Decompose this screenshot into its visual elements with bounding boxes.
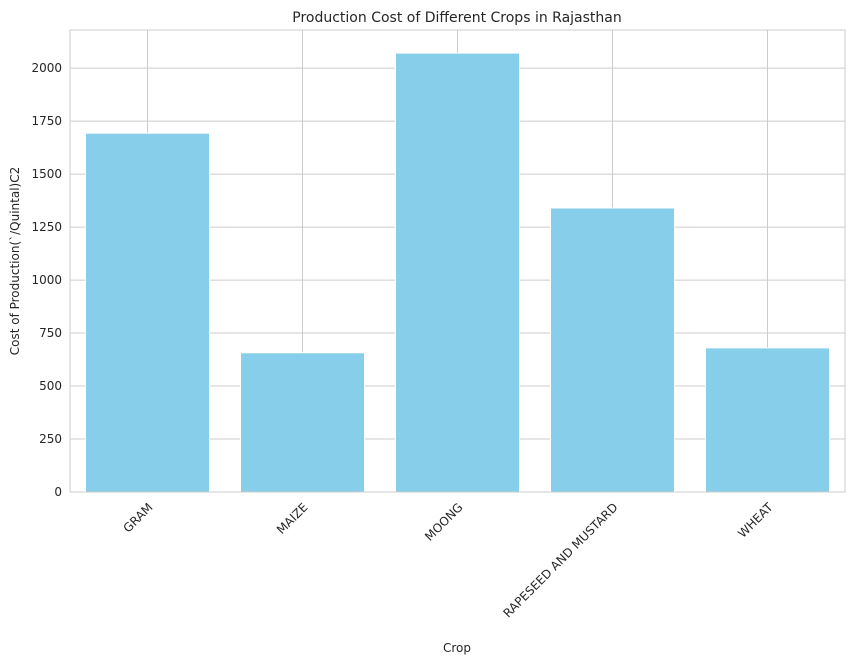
y-tick-label: 500 <box>39 379 62 393</box>
bars <box>85 52 830 493</box>
x-tick-label: GRAM <box>120 500 155 535</box>
bar-moong <box>395 52 520 493</box>
x-tick-label: MAIZE <box>274 500 311 537</box>
bar-wheat <box>705 347 830 493</box>
bar-gram <box>85 132 210 493</box>
x-axis-label: Crop <box>443 641 471 655</box>
y-tick-label: 1250 <box>31 220 62 234</box>
x-tick-labels: GRAM MAIZE MOONG RAPESEED AND MUSTARD WHEAT <box>120 500 776 621</box>
y-tick-label: 750 <box>39 326 62 340</box>
bar-maize <box>240 352 365 493</box>
y-tick-label: 1000 <box>31 273 62 287</box>
y-tick-label: 2000 <box>31 61 62 75</box>
y-tick-label: 1500 <box>31 167 62 181</box>
plot-frame <box>69 29 846 493</box>
y-tick-label: 1750 <box>31 114 62 128</box>
bar-rapeseed-and-mustard <box>550 207 675 493</box>
y-axis-label: Cost of Production(`/Quintal)C2 <box>8 167 22 356</box>
x-tick-label: WHEAT <box>735 500 776 541</box>
chart-title: Production Cost of Different Crops in Ra… <box>292 10 621 26</box>
y-tick-labels: 0 250 500 750 1000 1250 1500 1750 2000 <box>31 61 62 499</box>
x-tick-label: MOONG <box>422 500 466 544</box>
x-tick-label: RAPESEED AND MUSTARD <box>500 500 620 620</box>
y-tick-label: 250 <box>39 432 62 446</box>
y-tick-label: 0 <box>54 485 62 499</box>
